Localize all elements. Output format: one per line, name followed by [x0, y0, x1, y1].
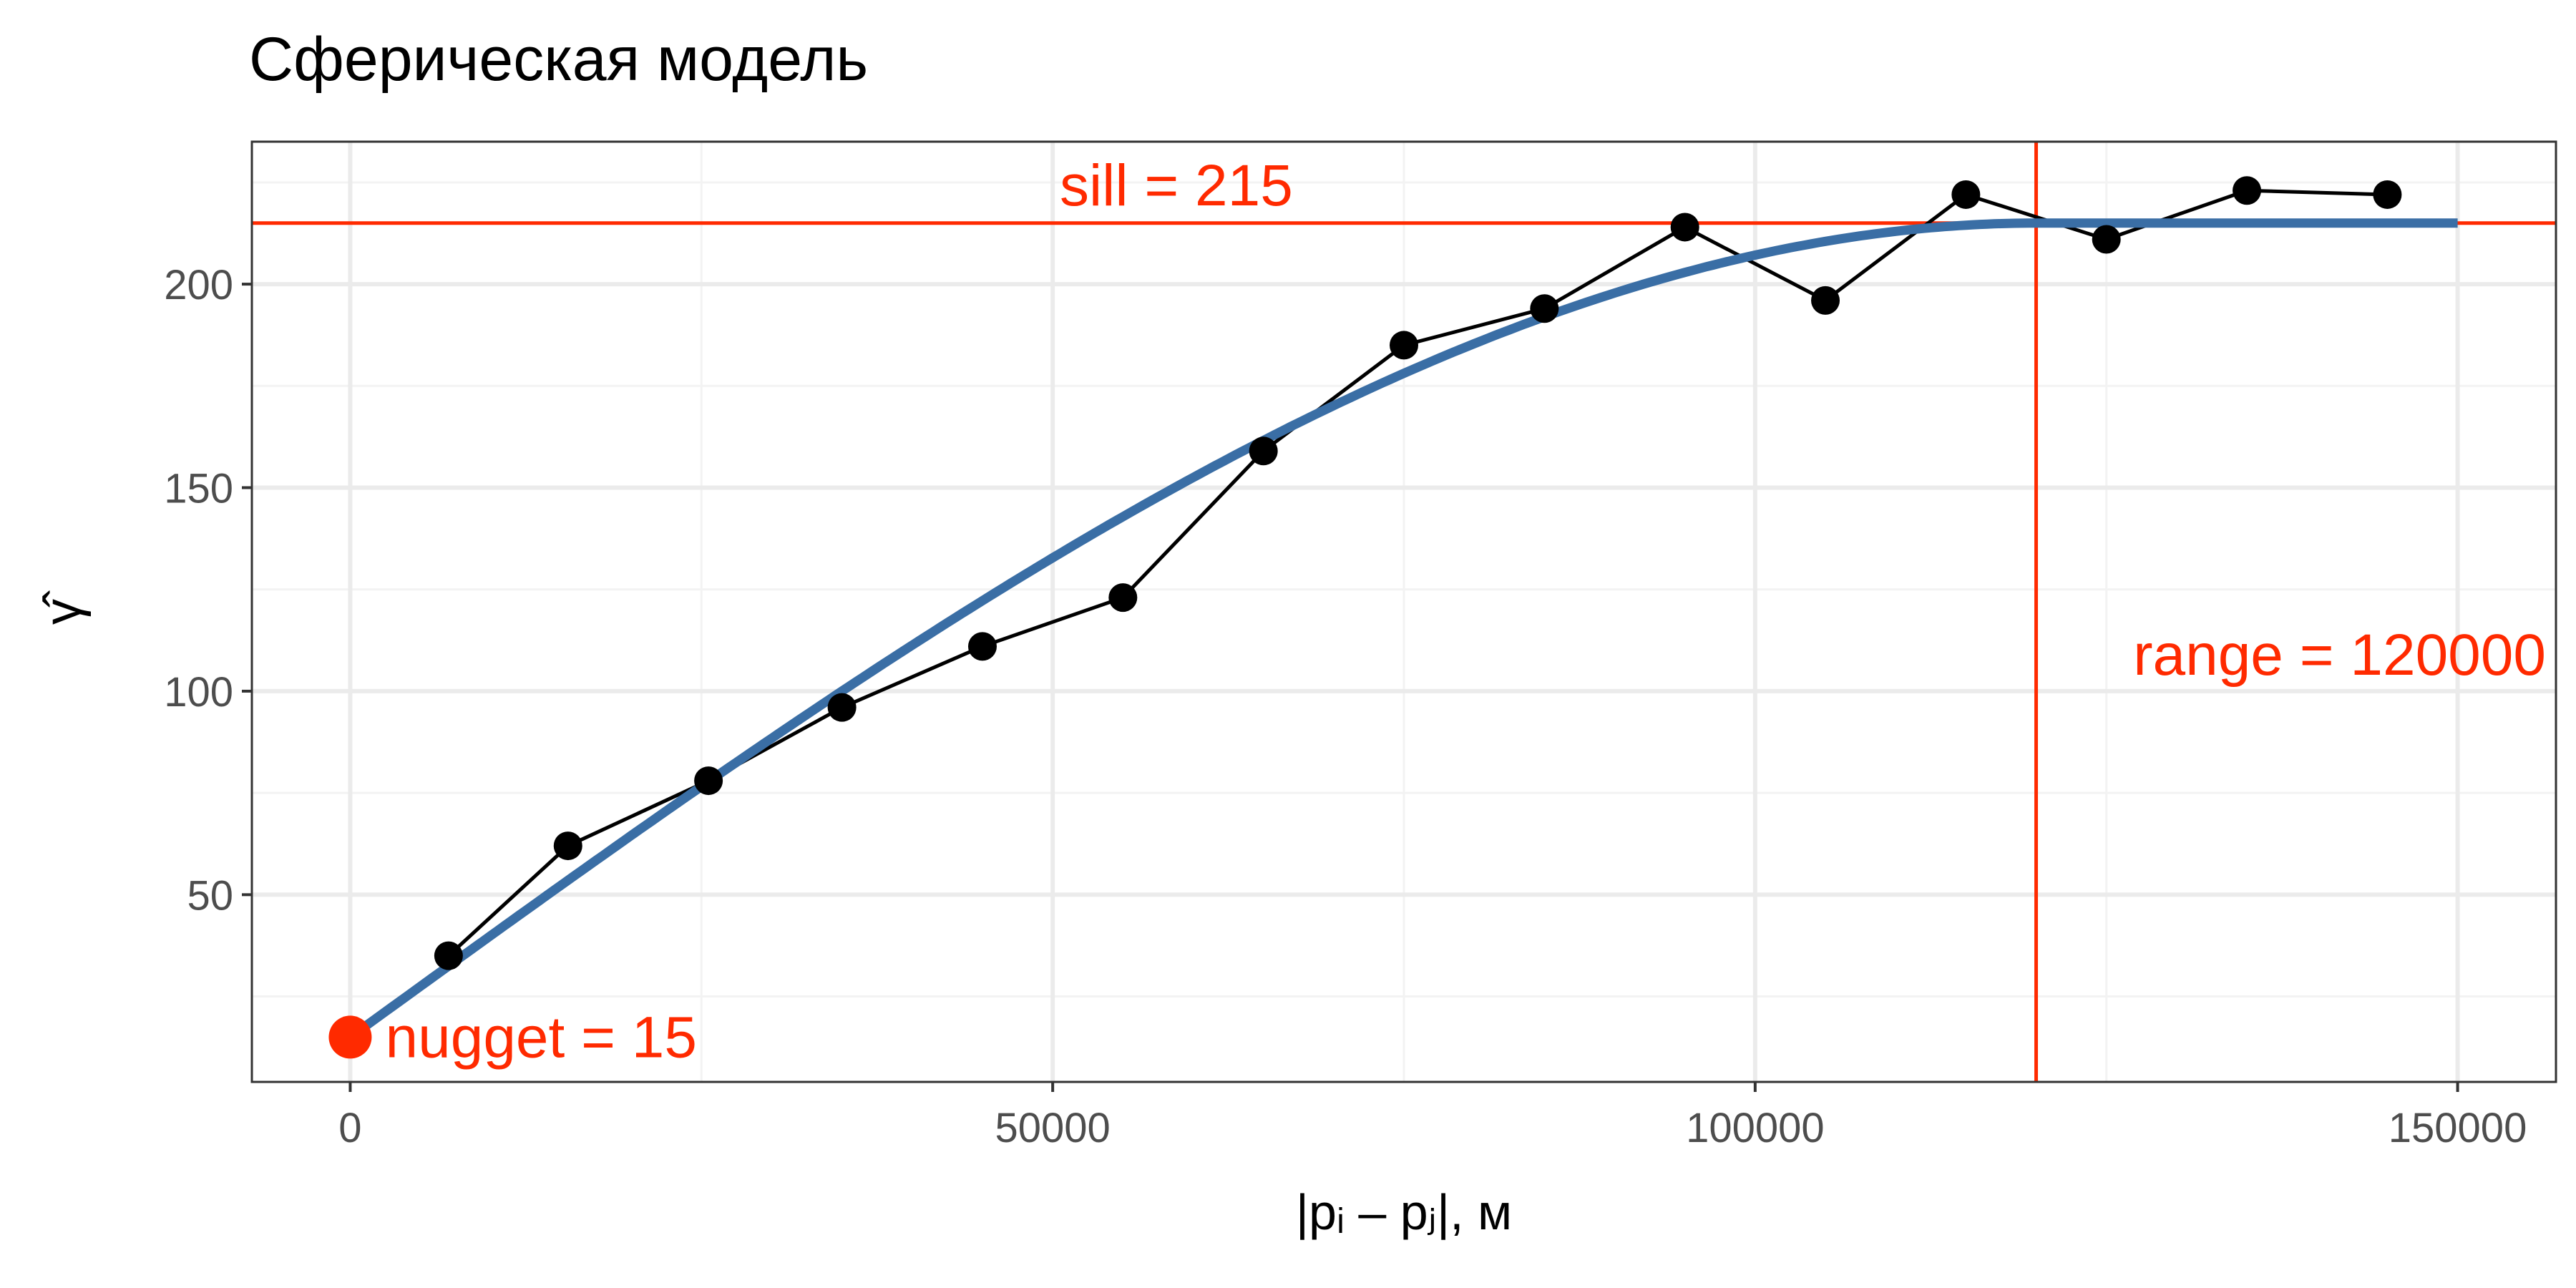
empirical-point — [1811, 286, 1840, 315]
plot-panel-border — [250, 140, 2557, 1083]
chart-title: Сферическая модель — [249, 25, 868, 94]
empirical-point — [1390, 331, 1418, 360]
x-axis-title: |pᵢ – pⱼ|, м — [1296, 1184, 1512, 1240]
grid-lines — [252, 142, 2556, 1082]
empirical-point — [1530, 294, 1559, 323]
empirical-point — [827, 693, 857, 722]
empirical-point — [2092, 225, 2121, 254]
y-axis-title: γ̂ — [34, 590, 92, 625]
empirical-point — [1108, 583, 1138, 613]
empirical-point — [967, 632, 997, 661]
axis-ticks: 0 50000 100000 150000 50 100 150 200 — [164, 262, 2527, 1151]
data-series — [347, 176, 2458, 1041]
x-tick-label: 0 — [338, 1105, 361, 1151]
y-tick-label: 100 — [164, 669, 233, 716]
y-tick-label: 150 — [164, 466, 233, 512]
empirical-point — [2373, 180, 2402, 209]
x-tick-label: 100000 — [1686, 1105, 1825, 1151]
empirical-variogram-line — [447, 188, 2388, 957]
empirical-point — [694, 766, 723, 796]
empirical-point — [1670, 213, 1699, 242]
nugget-point — [328, 1015, 372, 1059]
y-tick-label: 200 — [164, 262, 233, 308]
empirical-point — [553, 831, 582, 861]
empirical-point — [1951, 180, 1981, 209]
sill-label: sill = 215 — [1060, 153, 1293, 218]
empirical-point — [1249, 436, 1278, 466]
annotations: sill = 215 range = 120000 nugget = 15 — [328, 153, 2546, 1070]
empirical-point — [2233, 176, 2262, 205]
x-tick-label: 150000 — [2389, 1105, 2527, 1151]
y-tick-label: 50 — [187, 872, 233, 919]
nugget-label: nugget = 15 — [386, 1005, 697, 1070]
x-tick-label: 50000 — [995, 1105, 1110, 1151]
range-label: range = 120000 — [2133, 623, 2546, 688]
empirical-point — [434, 941, 463, 970]
